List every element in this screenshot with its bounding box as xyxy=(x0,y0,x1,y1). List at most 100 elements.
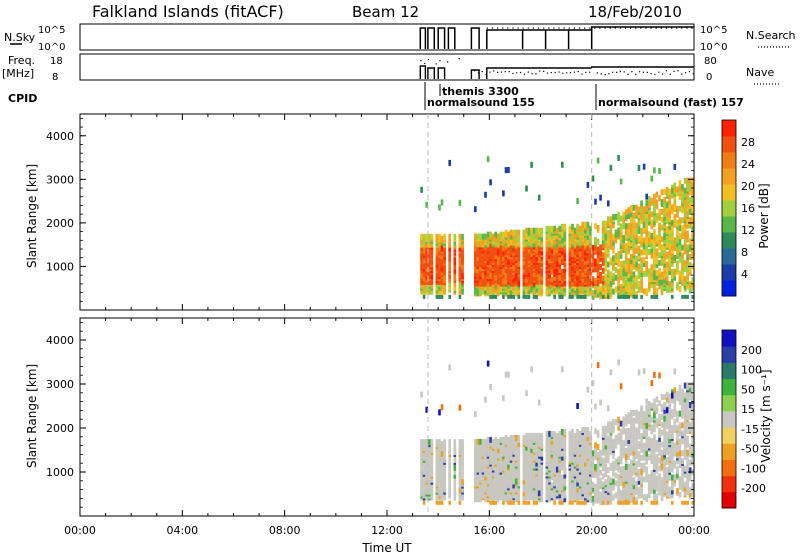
echo-cell xyxy=(678,250,682,257)
echo-cell xyxy=(563,452,567,459)
echo-cell xyxy=(537,257,541,264)
echo-cell xyxy=(671,233,674,240)
echo-cell xyxy=(635,415,638,422)
echo-cell xyxy=(601,259,605,266)
echo-cell xyxy=(576,500,579,505)
echo-cell xyxy=(658,167,661,174)
echo-cell xyxy=(607,220,610,227)
echo-cell xyxy=(678,270,682,277)
echo-cell xyxy=(596,157,600,164)
echo-cell xyxy=(678,430,682,437)
echo-cell xyxy=(645,237,648,244)
echo-cell xyxy=(530,161,533,168)
echo-cell xyxy=(640,484,643,491)
echo-cell xyxy=(604,443,608,450)
echo-cell xyxy=(420,186,423,193)
echo-cell xyxy=(548,440,551,447)
echo-cell xyxy=(653,197,656,204)
echo-cell xyxy=(448,253,451,260)
echo-cell xyxy=(599,289,602,296)
echo-cell xyxy=(507,231,510,238)
echo-cell xyxy=(673,255,677,261)
echo-cell xyxy=(688,185,692,192)
echo-cell xyxy=(609,494,613,501)
echo-cell xyxy=(589,278,592,285)
echo-cell xyxy=(555,452,559,459)
echo-cell xyxy=(607,200,610,207)
echo-cell xyxy=(591,485,595,492)
echo-cell xyxy=(627,207,631,214)
echo-cell xyxy=(648,454,651,461)
echo-cell xyxy=(665,210,669,217)
nave-label: Nave xyxy=(746,66,774,79)
echo-cell xyxy=(686,294,689,299)
echo-cell xyxy=(681,438,684,445)
echo-cell xyxy=(640,271,643,277)
echo-cell xyxy=(619,260,623,267)
echo-cell xyxy=(619,223,623,230)
echo-cell xyxy=(653,219,656,226)
echo-cell xyxy=(586,229,590,236)
echo-cell xyxy=(530,432,533,439)
echo-cell xyxy=(504,434,508,441)
echo-cell xyxy=(681,268,684,275)
echo-cell xyxy=(453,464,457,471)
echo-cell xyxy=(665,490,669,497)
echo-cell xyxy=(458,265,462,272)
echo-cell xyxy=(584,442,587,449)
echo-cell xyxy=(601,275,605,282)
echo-cell xyxy=(607,425,610,432)
echo-cell xyxy=(514,434,518,441)
echo-cell xyxy=(435,233,439,240)
echo-cell xyxy=(630,205,633,212)
echo-cell xyxy=(653,434,656,441)
echo-cell xyxy=(525,432,528,439)
echo-cell xyxy=(589,225,592,232)
colorbar-tick-label: 8 xyxy=(741,246,748,259)
echo-cell xyxy=(596,485,600,492)
echo-cell xyxy=(530,474,533,481)
echo-cell xyxy=(532,432,536,439)
echo-cell xyxy=(599,194,602,201)
echo-cell xyxy=(594,428,597,435)
echo-cell xyxy=(553,430,556,437)
echo-cell xyxy=(427,247,431,254)
echo-cell xyxy=(668,208,671,215)
echo-cell xyxy=(425,201,428,208)
echo-cell xyxy=(640,227,643,234)
echo-cell xyxy=(599,483,602,490)
echo-cell xyxy=(691,277,694,284)
echo-cell xyxy=(665,457,669,464)
echo-cell xyxy=(648,248,651,255)
colorbar-tick-label: 28 xyxy=(741,136,755,149)
echo-cell xyxy=(658,273,661,280)
echo-cell xyxy=(624,489,628,496)
echo-cell xyxy=(535,255,538,262)
echo-cell xyxy=(622,280,625,287)
echo-cell xyxy=(640,468,643,475)
echo-cell xyxy=(640,249,643,256)
echo-cell xyxy=(497,259,500,266)
echo-cell xyxy=(681,294,684,299)
nave-point xyxy=(612,71,614,73)
echo-cell xyxy=(665,202,669,209)
echo-cell xyxy=(655,279,659,286)
echo-cell xyxy=(630,263,633,270)
echo-cell xyxy=(507,237,510,244)
echo-cell xyxy=(607,500,610,505)
echo-cell xyxy=(576,263,579,269)
echo-cell xyxy=(448,486,451,493)
echo-cell xyxy=(420,233,423,240)
nave-point xyxy=(535,73,537,75)
echo-cell xyxy=(655,422,659,429)
echo-cell xyxy=(612,233,615,240)
echo-cell xyxy=(609,476,613,483)
echo-cell xyxy=(578,434,582,441)
echo-cell xyxy=(563,492,567,499)
echo-cell xyxy=(558,286,561,293)
echo-cell xyxy=(619,500,623,505)
echo-cell xyxy=(630,463,633,470)
echo-cell xyxy=(427,239,431,246)
nsearch-point xyxy=(630,27,632,29)
echo-cell xyxy=(425,233,428,240)
